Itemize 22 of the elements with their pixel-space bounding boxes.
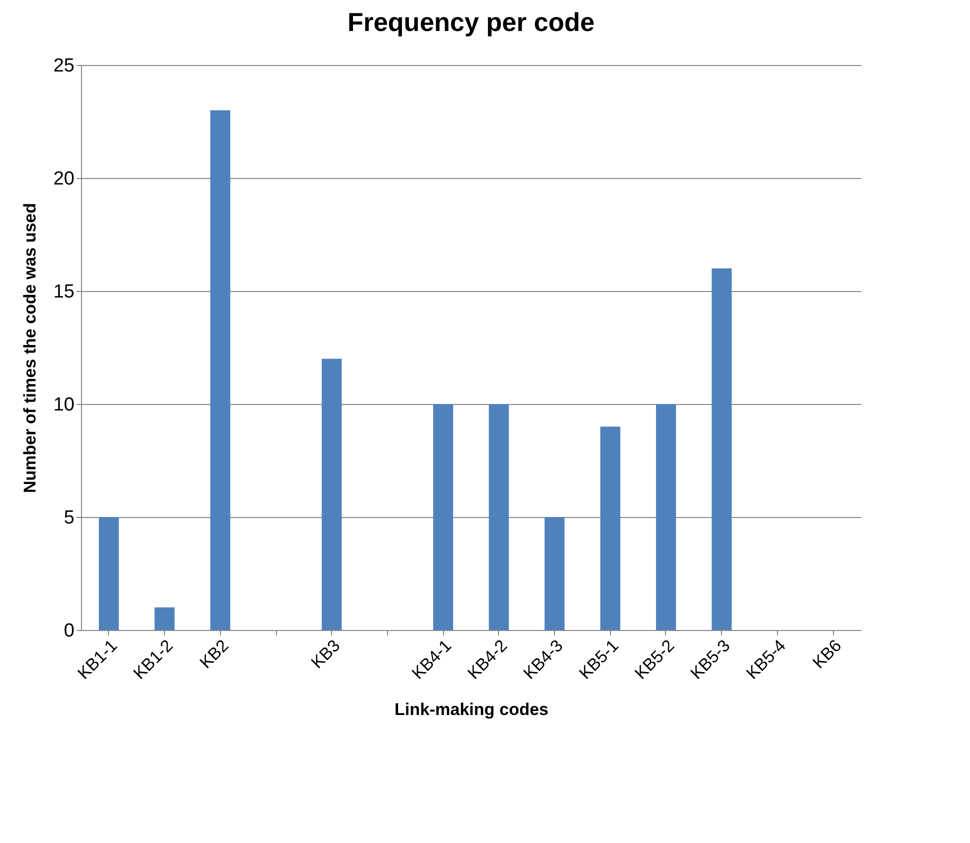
y-tick-label: 25 <box>53 56 74 76</box>
x-tick-label: KB2 <box>196 636 232 672</box>
bar <box>488 404 509 630</box>
bar <box>712 268 732 630</box>
x-tick-label: KB6 <box>809 636 846 672</box>
y-tick-label: 20 <box>53 168 74 190</box>
x-axis-title: Link-making codes <box>394 700 548 720</box>
bar <box>98 517 119 630</box>
bar <box>322 358 342 630</box>
bar <box>154 607 175 630</box>
bar <box>544 517 565 630</box>
x-tick-label: KB3 <box>308 636 344 672</box>
chart-title: Frequency per code <box>347 7 595 37</box>
bar <box>433 404 454 630</box>
y-tick-label: 0 <box>64 620 74 642</box>
bar <box>210 110 230 630</box>
y-tick-label: 10 <box>53 394 74 416</box>
bar <box>656 404 676 630</box>
y-axis-title: Number of times the code was used <box>20 202 40 494</box>
y-tick-label: 15 <box>53 282 74 302</box>
bar <box>600 426 620 630</box>
y-tick-label: 5 <box>64 508 74 528</box>
